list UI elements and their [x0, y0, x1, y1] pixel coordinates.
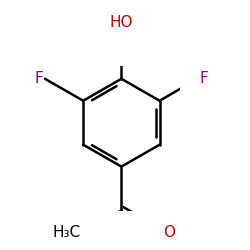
Text: H₃C: H₃C [53, 225, 81, 240]
Text: F: F [200, 71, 208, 86]
Text: HO: HO [110, 14, 133, 30]
Text: O: O [163, 225, 175, 240]
Text: F: F [34, 71, 43, 86]
